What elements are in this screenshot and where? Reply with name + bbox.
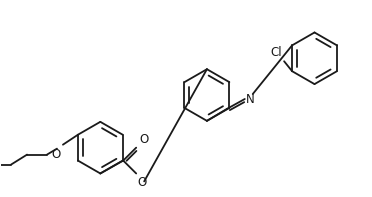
Text: O: O: [52, 148, 61, 161]
Text: Cl: Cl: [270, 46, 282, 59]
Text: N: N: [246, 94, 254, 107]
Text: O: O: [137, 177, 147, 190]
Text: O: O: [139, 133, 148, 146]
